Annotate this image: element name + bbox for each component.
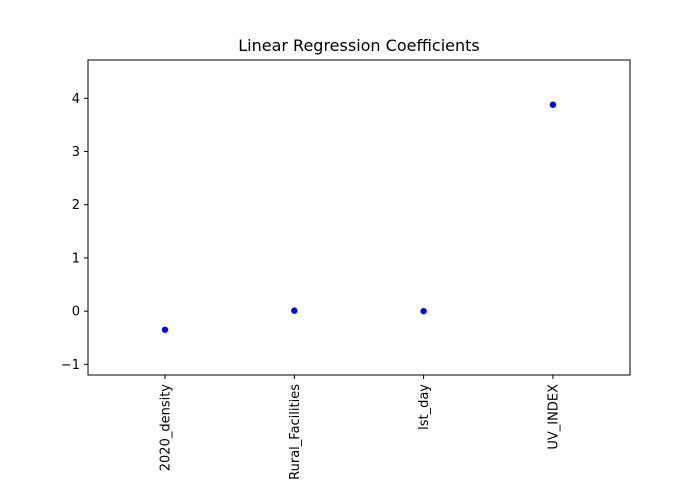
x-tick-label: UV_INDEX xyxy=(546,384,561,450)
y-tick-label: 0 xyxy=(72,305,80,320)
points-layer xyxy=(161,101,557,333)
x-tick-label: lst_day xyxy=(417,384,432,430)
y-tick-label: 1 xyxy=(72,251,80,266)
data-point xyxy=(549,101,557,108)
data-point xyxy=(161,326,169,333)
x-tick-label: 2020_density xyxy=(159,384,174,472)
data-point xyxy=(291,307,298,314)
y-tick-label: 3 xyxy=(72,145,80,160)
y-tick-label: 4 xyxy=(72,92,80,107)
x-tick-label: Rural_Facilities xyxy=(288,384,303,480)
data-point xyxy=(420,307,427,315)
y-tick-label: −1 xyxy=(61,358,80,373)
plot-area-frame xyxy=(87,59,631,376)
y-tick-label: 2 xyxy=(72,198,80,213)
ticks-layer: −1 0 1 2 3 4 2020_density Rural_Facilities lst_d… xyxy=(61,92,562,480)
chart-title: Linear Regression Coefficients xyxy=(238,36,480,55)
